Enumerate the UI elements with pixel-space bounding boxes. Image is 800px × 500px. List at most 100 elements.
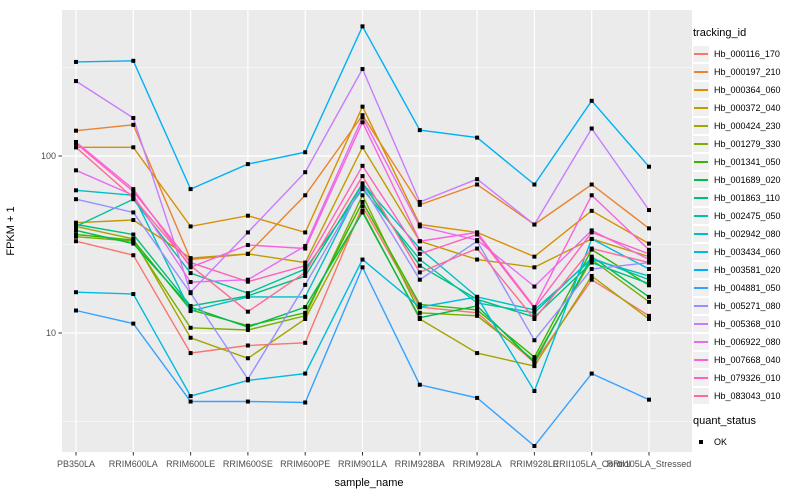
x-tick-label: RRIM928LE [510, 459, 559, 469]
data-point [131, 193, 136, 198]
legend-line-icon [694, 107, 708, 109]
data-point [532, 265, 537, 270]
data-point [131, 241, 136, 246]
x-tick-label: RRIM600LE [166, 459, 215, 469]
legend-key-line [693, 118, 709, 134]
data-point [303, 313, 308, 318]
data-point [647, 313, 651, 318]
data-point [303, 282, 308, 287]
data-point [475, 257, 480, 262]
data-point [417, 251, 422, 256]
legend-key-line [693, 172, 709, 188]
data-point [532, 389, 537, 394]
data-point [360, 67, 365, 72]
legend-item-label: Hb_001863_110 [714, 193, 780, 203]
data-point [245, 294, 250, 299]
legend-item-label: Hb_003581_020 [714, 265, 781, 275]
legend-item-Hb_004881_050: Hb_004881_050 [693, 279, 799, 297]
legend-key-line [693, 154, 709, 170]
data-point [131, 115, 136, 120]
legend-item-Hb_001863_110: Hb_001863_110 [693, 189, 799, 207]
data-point [303, 260, 308, 265]
data-point [74, 141, 78, 146]
y-tick-label: 100 [41, 151, 56, 161]
data-point [303, 263, 308, 268]
data-point [303, 246, 308, 251]
data-point [589, 208, 594, 213]
legend-item-Hb_006922_080: Hb_006922_080 [693, 333, 799, 351]
data-point [647, 241, 651, 246]
legend-line-icon [694, 143, 708, 145]
data-point [647, 257, 651, 262]
data-point [74, 290, 78, 295]
legend-item-Hb_003581_020: Hb_003581_020 [693, 261, 799, 279]
data-point [417, 202, 422, 207]
data-point [245, 309, 250, 314]
data-point [74, 79, 78, 84]
data-point [245, 356, 250, 361]
data-point [532, 364, 537, 369]
data-point [647, 266, 651, 271]
data-point [647, 208, 651, 213]
legend-item-Hb_003434_060: Hb_003434_060 [693, 243, 799, 261]
data-point [589, 98, 594, 103]
data-point [475, 238, 480, 243]
quant-status-label: OK [714, 437, 728, 447]
data-point [532, 182, 537, 187]
legend-key-line [693, 226, 709, 242]
legend-key-line [693, 244, 709, 260]
data-point [131, 321, 136, 326]
data-point [360, 145, 365, 150]
legend-key-line [693, 280, 709, 296]
data-point [475, 310, 480, 315]
data-point [417, 382, 422, 387]
data-point [245, 279, 250, 284]
data-point [360, 257, 365, 262]
data-point [475, 307, 480, 312]
legend-item-label: Hb_000116_170 [714, 49, 780, 59]
square-point-icon [699, 440, 703, 444]
legend-line-icon [694, 89, 708, 91]
data-point [589, 260, 594, 265]
data-point [475, 232, 480, 237]
data-point [417, 302, 422, 307]
data-point [589, 236, 594, 241]
data-point [475, 297, 480, 302]
legend-item-Hb_002475_050: Hb_002475_050 [693, 207, 799, 225]
data-point [475, 300, 480, 305]
quant-key-swatch [693, 434, 709, 450]
legend-item-label: Hb_000364_060 [714, 85, 781, 95]
quant-status-items: OK [693, 433, 799, 451]
data-point [647, 316, 651, 321]
data-point [360, 187, 365, 192]
data-point [647, 251, 651, 256]
data-point [131, 292, 136, 297]
legend-key-line [693, 136, 709, 152]
data-point [475, 313, 480, 318]
legend-item-label: Hb_079326_010 [714, 373, 781, 383]
data-point [532, 355, 537, 360]
legend-item-Hb_000364_060: Hb_000364_060 [693, 81, 799, 99]
legend-key-line [693, 370, 709, 386]
data-point [417, 277, 422, 282]
legend-line-icon [694, 341, 708, 343]
data-point [303, 273, 308, 278]
data-point [475, 304, 480, 309]
legend-item-label: Hb_000424_230 [714, 121, 781, 131]
legend-item-Hb_002942_080: Hb_002942_080 [693, 225, 799, 243]
data-point [475, 246, 480, 251]
data-point [532, 254, 537, 259]
data-point [303, 316, 308, 321]
data-point [360, 115, 365, 120]
x-tick-label: RRII105LA_Stressed [607, 459, 692, 469]
x-tick-label: RRIM600PE [280, 459, 330, 469]
legend-item-label: Hb_001279_330 [714, 139, 781, 149]
data-point [360, 210, 365, 215]
data-point [245, 327, 250, 332]
data-point [589, 273, 594, 278]
data-point [475, 395, 480, 400]
data-point [417, 310, 422, 315]
data-point [417, 128, 422, 133]
legend-title: tracking_id [693, 27, 747, 39]
data-point [360, 204, 365, 209]
